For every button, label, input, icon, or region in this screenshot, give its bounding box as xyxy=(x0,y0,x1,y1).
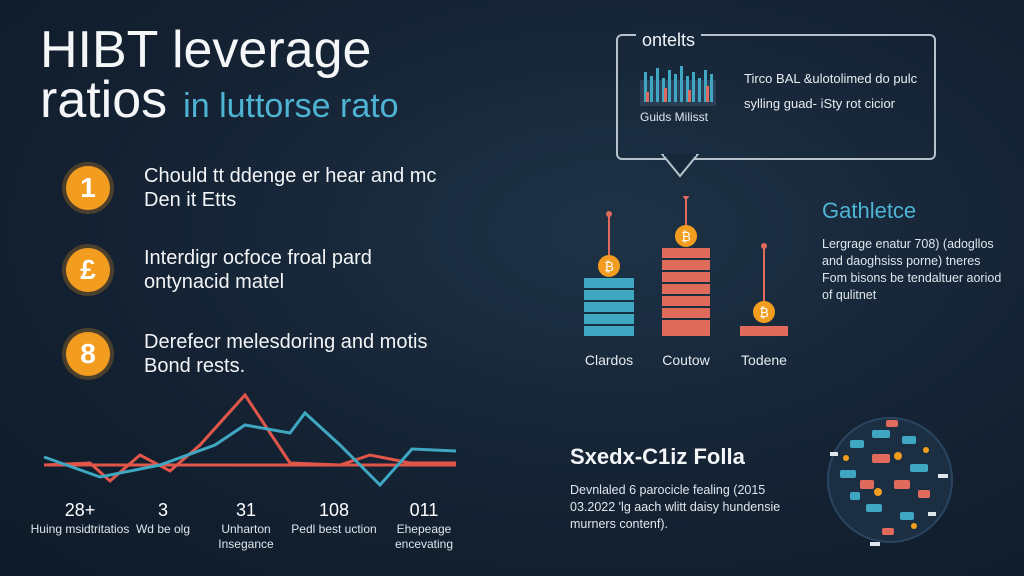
stack-label-right: Todene xyxy=(741,352,787,368)
metric-label: Huing msidtritatios xyxy=(30,522,130,536)
callout-title: ontelts xyxy=(636,30,702,51)
stack-bar-right xyxy=(740,326,788,336)
stack-bar-middle xyxy=(662,248,710,336)
step-text: Chould tt ddenge er hear and mc Den it E… xyxy=(144,165,437,211)
bitcoin-coin-icon xyxy=(753,301,775,323)
bitcoin-glyph: ₿ xyxy=(681,230,691,245)
globe-network-icon xyxy=(827,417,953,546)
section-title: Sxedx-C1iz Folla xyxy=(570,444,745,469)
leverage-stack-graphic: ₿ ₿ ₿ xyxy=(584,196,788,336)
page-subtitle: ratios in luttorse rato xyxy=(40,72,399,134)
callout-pointer xyxy=(660,154,700,178)
step-text: Derefecr melesdoring and motis Bond rest… xyxy=(144,331,428,377)
metric-3: 31 Unharton Insegance xyxy=(196,500,296,552)
bitcoin-coin-icon xyxy=(598,255,620,277)
pound-icon: £ xyxy=(66,248,110,292)
step-item-3: 8 Derefecr melesdoring and motis Bond re… xyxy=(66,330,444,378)
metric-value: 011 xyxy=(409,500,439,520)
subtitle-accent: in luttorse rato xyxy=(183,87,399,125)
metric-label: Unharton Insegance xyxy=(218,522,274,551)
metric-1: 28+ Huing msidtritatios xyxy=(30,500,130,537)
metric-label: Wd be olg xyxy=(135,522,191,536)
stats-title: Gathletce xyxy=(822,198,917,223)
metric-2: 3 Wd be olg xyxy=(113,500,213,537)
metric-value: 108 xyxy=(318,500,350,520)
metric-value: 28+ xyxy=(64,500,96,520)
stats-text: Lergrage enatur 708) (adogllos and daogh… xyxy=(822,237,1002,302)
blue-trend-line xyxy=(43,410,457,488)
red-trend-line xyxy=(43,392,456,484)
trend-line-graphic xyxy=(43,392,457,488)
step-number-badge: 8 xyxy=(66,332,110,376)
stack-pin-head xyxy=(606,211,612,217)
callout-box xyxy=(616,34,936,160)
stack-label-left: Clardos xyxy=(584,352,634,368)
metric-value: 31 xyxy=(235,500,257,520)
mini-bar-chart-icon xyxy=(640,66,716,106)
stack-label-middle: Coutow xyxy=(662,352,710,368)
metric-value: 3 xyxy=(157,500,168,520)
metric-label: Ehepeage encevating xyxy=(394,522,454,551)
bitcoin-glyph: ₿ xyxy=(604,260,614,275)
stack-bar-left xyxy=(584,278,634,336)
stack-pin-head xyxy=(683,196,689,199)
stack-pin-head xyxy=(761,243,767,249)
step-item-2: £ Interdigr ocfoce froal pard ontynacid … xyxy=(66,246,444,294)
callout-caption: Guids Milisst xyxy=(640,110,709,124)
page-title: HIBT leverage xyxy=(40,21,372,79)
metric-5: 011 Ehepeage encevating xyxy=(374,500,474,552)
callout-text: Tirco BAL &ulotolimed do pulc sylling gu… xyxy=(744,71,918,111)
section-text: Devnlaled 6 parocicle fealing (2015 03.2… xyxy=(570,483,781,531)
step-number-badge: 1 xyxy=(66,166,110,210)
metric-label: Pedl best uction xyxy=(291,522,377,536)
step-item-1: 1 Chould tt ddenge er hear and mc Den it… xyxy=(66,164,444,212)
bitcoin-glyph: ₿ xyxy=(759,306,769,321)
step-text: Interdigr ocfoce froal pard ontynacid ma… xyxy=(144,247,372,293)
bitcoin-coin-icon xyxy=(675,225,697,247)
subtitle-main: ratios xyxy=(40,71,168,129)
metric-4: 108 Pedl best uction xyxy=(284,500,384,537)
